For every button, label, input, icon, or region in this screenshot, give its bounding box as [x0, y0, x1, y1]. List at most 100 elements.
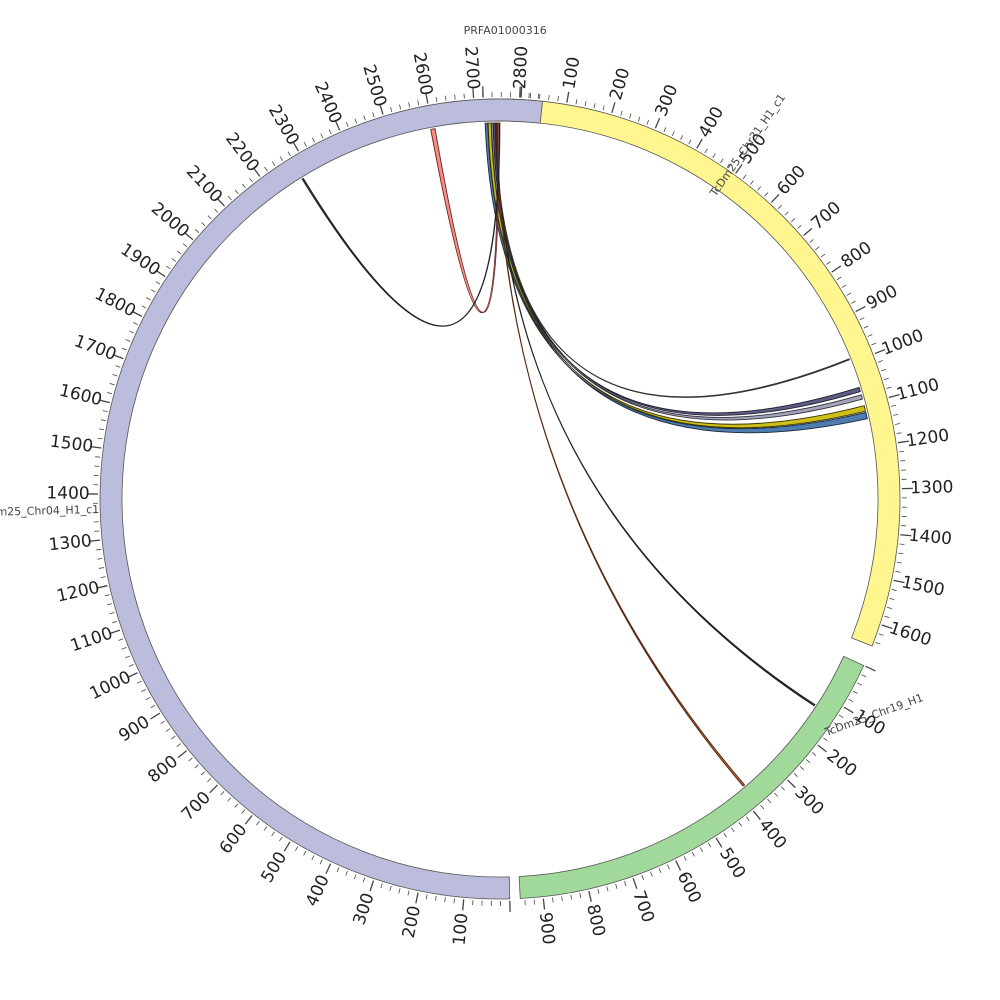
tick-label: 300 [651, 82, 682, 120]
minor-tick [100, 576, 106, 579]
minor-tick [893, 413, 899, 416]
minor-tick [880, 368, 886, 372]
chromosome-label-TcDm25_Chr04_H1_c1: TcDm25_Chr04_H1_c1 [0, 503, 99, 519]
minor-tick [97, 437, 103, 440]
major-tick [244, 815, 253, 825]
major-tick [893, 579, 905, 584]
minor-tick [98, 567, 104, 569]
minor-tick [133, 322, 138, 326]
minor-tick [667, 864, 670, 870]
major-tick [131, 310, 143, 317]
minor-tick [815, 246, 820, 251]
major-tick [379, 103, 384, 115]
major-tick [752, 810, 761, 820]
ideogram-layer [99, 98, 901, 900]
links-layer [301, 122, 868, 787]
minor-tick [279, 156, 284, 161]
minor-tick [867, 334, 873, 337]
minor-tick [899, 450, 905, 453]
link-ribbon-8 [301, 122, 501, 327]
tick-label: 900 [863, 281, 901, 314]
major-tick [900, 534, 912, 537]
tick-label: 800 [582, 902, 609, 938]
minor-tick [774, 792, 779, 797]
tick-label: 700 [178, 788, 215, 825]
minor-tick [399, 104, 402, 110]
tick-label: 1600 [887, 618, 934, 651]
tick-label: 1500 [49, 432, 94, 457]
minor-tick [200, 771, 205, 776]
minor-tick [95, 456, 101, 458]
minor-tick [390, 106, 393, 112]
tick-label: 100 [450, 912, 473, 946]
major-tick [831, 265, 842, 273]
minor-tick [295, 846, 299, 852]
major-tick [787, 779, 796, 789]
link-ribbon-4 [494, 122, 850, 398]
tick-label: 1600 [57, 381, 104, 411]
tick-label: 400 [302, 872, 334, 910]
minor-tick [704, 148, 708, 154]
minor-tick [141, 688, 147, 692]
minor-tick [699, 847, 704, 853]
minor-tick [863, 325, 869, 329]
minor-tick [444, 95, 447, 101]
minor-tick [129, 330, 135, 334]
minor-tick [899, 543, 905, 545]
minor-tick [166, 265, 171, 270]
major-tick [127, 672, 138, 679]
major-tick [462, 899, 465, 911]
minor-tick [118, 638, 124, 641]
minor-tick [820, 253, 826, 258]
minor-tick [797, 224, 802, 229]
minor-tick [104, 594, 110, 597]
minor-tick [227, 195, 232, 201]
minor-tick [784, 211, 789, 216]
minor-tick [650, 871, 653, 877]
minor-tick [214, 208, 219, 213]
minor-tick [102, 410, 108, 413]
minor-tick [851, 300, 856, 304]
minor-tick [194, 229, 200, 233]
minor-tick [579, 892, 582, 898]
minor-tick [896, 561, 902, 564]
minor-tick [760, 804, 765, 810]
minor-tick [234, 189, 239, 195]
minor-tick [207, 778, 212, 783]
ideogram-segment-TcDm25_Chr31_H1_c1 [519, 99, 901, 647]
minor-tick [891, 404, 897, 407]
minor-tick [362, 877, 366, 883]
tick-label: 2400 [310, 79, 346, 127]
minor-tick [354, 118, 358, 124]
major-tick [109, 629, 121, 635]
minor-tick [738, 822, 743, 827]
minor-tick [136, 680, 142, 684]
major-tick [865, 665, 876, 672]
major-tick [472, 86, 475, 98]
tick-label: 900 [535, 911, 558, 945]
minor-tick [727, 163, 732, 169]
minor-tick [145, 696, 151, 701]
minor-tick [723, 832, 727, 838]
minor-tick [241, 809, 246, 814]
minor-tick [109, 383, 115, 386]
minor-tick [680, 135, 684, 140]
minor-tick [764, 192, 769, 197]
link-ribbon-5 [495, 122, 816, 707]
minor-tick [141, 305, 147, 309]
minor-tick [207, 215, 212, 220]
major-tick [897, 440, 910, 444]
minor-tick [691, 851, 695, 857]
tick-label: 2000 [147, 199, 193, 242]
minor-tick [857, 682, 863, 686]
major-tick [252, 167, 261, 177]
minor-tick [805, 759, 811, 764]
minor-tick [557, 96, 559, 102]
major-tick [843, 706, 854, 714]
major-tick [519, 86, 521, 98]
minor-tick [398, 888, 401, 894]
minor-tick [96, 548, 102, 551]
minor-tick [663, 127, 667, 133]
tick-label: 1100 [895, 375, 942, 405]
